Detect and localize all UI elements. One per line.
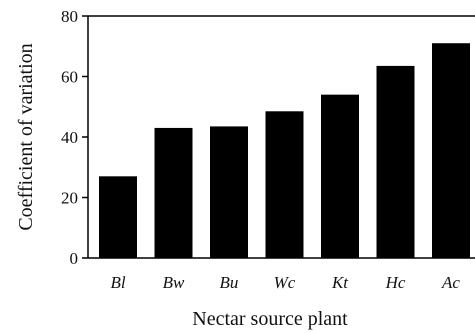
bar-bw [154, 127, 193, 258]
bar-wc [265, 111, 304, 258]
x-tick-labels: Bl Bw Bu Wc Kt Hc Ac [110, 273, 460, 292]
y-ticks: 0 20 40 60 80 [61, 7, 88, 268]
y-tick-label: 0 [70, 249, 79, 268]
y-tick-label: 20 [61, 189, 78, 208]
x-tick-label-kt: Kt [331, 273, 349, 292]
x-tick-label-bl: Bl [110, 273, 125, 292]
bar-kt [321, 94, 359, 259]
bar-hc [376, 65, 415, 258]
x-axis-title: Nectar source plant [192, 308, 348, 330]
bar-bl [99, 176, 137, 258]
x-tick-label-bw: Bw [163, 273, 185, 292]
x-tick-label-ac: Ac [441, 273, 460, 292]
y-axis-title: Coefficient of variation [15, 43, 37, 230]
y-tick-label: 80 [61, 7, 78, 26]
y-tick-label: 40 [61, 128, 78, 147]
x-tick-label-bu: Bu [220, 273, 239, 292]
bar-ac [432, 43, 470, 258]
x-tick-label-hc: Hc [385, 273, 406, 292]
y-tick-label: 60 [61, 68, 78, 87]
bars [99, 43, 470, 259]
bar-bu [210, 126, 248, 258]
x-tick-label-wc: Wc [274, 273, 296, 292]
